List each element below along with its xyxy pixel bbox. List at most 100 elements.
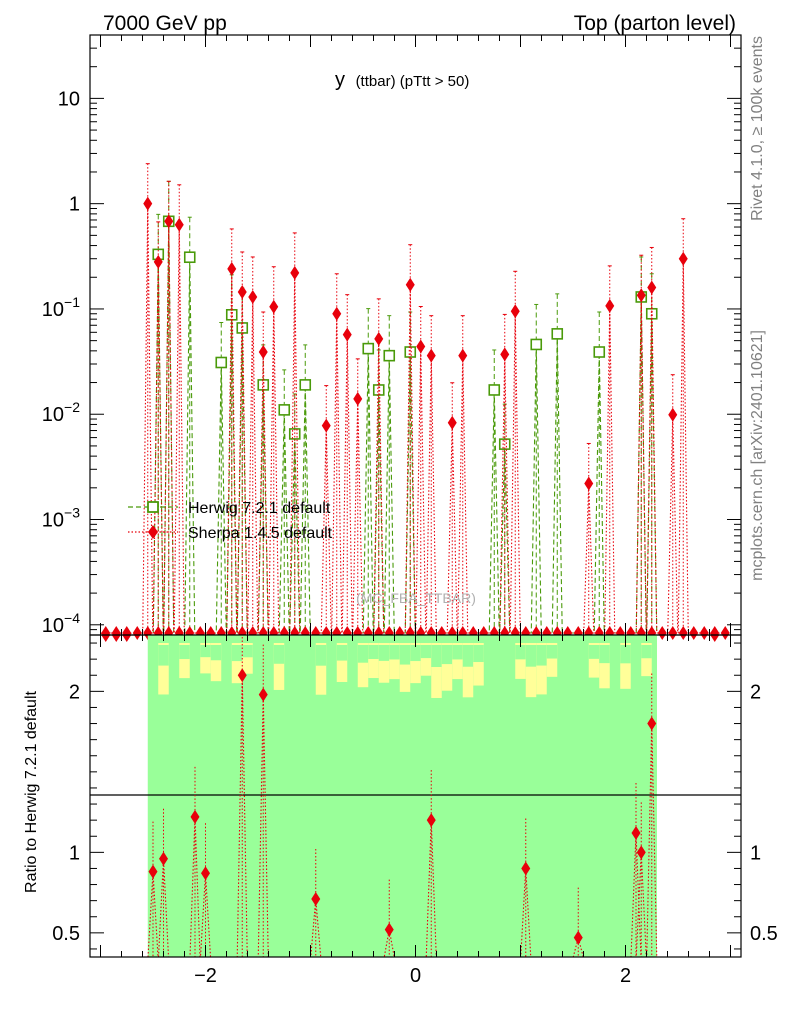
ratio-stat-band-segment — [231, 645, 243, 662]
legend-sherpa-marker — [148, 525, 158, 539]
sherpa-point — [374, 331, 384, 346]
sherpa-point — [248, 289, 258, 304]
ratio-total-band-segment — [515, 643, 526, 679]
ratio-total-band-segment — [378, 643, 390, 683]
ratio-stat-band-segment — [515, 645, 526, 660]
sherpa-point — [447, 415, 457, 430]
main-ytick-label: 10−3 — [42, 505, 80, 532]
ratio-stat-band-segment — [410, 645, 421, 662]
ratio-ytick-label-right: 0.5 — [750, 923, 778, 945]
main-ytick-label: 10 — [58, 88, 80, 110]
header-right: Top (parton level) — [574, 12, 736, 35]
ratio-ytick-label-left: 2 — [69, 681, 80, 703]
ratio-total-band-segment — [431, 643, 442, 698]
ratio-total-band-segment — [273, 643, 285, 690]
ratio-total-band-segment — [315, 643, 327, 695]
sherpa-floor-point — [122, 626, 132, 640]
ratio-sherpa-point — [148, 864, 158, 879]
sherpa-point — [269, 299, 279, 314]
sherpa-point — [164, 214, 174, 229]
ratio-stat-band-segment — [210, 645, 222, 661]
ratio-total-band-segment — [641, 643, 652, 677]
ratio-sherpa-point — [426, 813, 436, 828]
sherpa-floor-point — [689, 626, 699, 640]
herwig-point — [530, 338, 543, 351]
sherpa-point — [678, 251, 688, 266]
ratio-ytick-label-left: 1 — [69, 842, 80, 864]
ratio-ytick-label-right: 2 — [750, 681, 761, 703]
ratio-ytick-label-left: 0.5 — [52, 923, 80, 945]
ratio-sherpa-point — [521, 861, 531, 876]
ratio-stat-band-segment — [441, 645, 453, 665]
ratio-ytick-label-right: 1 — [750, 842, 761, 864]
main-ytick-label: 1 — [69, 194, 80, 216]
ratio-sherpa-point — [573, 930, 583, 945]
ratio-stat-band-segment — [200, 645, 211, 658]
ratio-stat-band-segment — [179, 645, 190, 660]
ratio-sherpa-point — [258, 687, 268, 702]
herwig-point — [215, 356, 228, 369]
ratio-total-band-segment — [179, 643, 190, 679]
herwig-point — [278, 404, 291, 416]
ratio-ylabel: Ratio to Herwig 7.2.1 default — [23, 691, 40, 893]
ratio-stat-band-segment — [420, 645, 432, 659]
herwig-point — [593, 346, 606, 358]
ratio-total-band-segment — [620, 643, 631, 689]
sherpa-point — [605, 298, 615, 313]
sherpa-point — [416, 339, 426, 354]
ratio-total-band-segment — [536, 643, 547, 695]
ratio-sherpa-point — [631, 826, 641, 841]
ratio-sherpa-point — [237, 668, 247, 683]
ratio-stat-band-segment — [536, 645, 547, 666]
main-panel: 10 1 10−1 10−2 10−3 10−4 y (ttbar) (pTtt > 50… — [42, 34, 742, 642]
ratio-total-band-segment — [473, 643, 484, 686]
ratio-stat-band-segment — [368, 645, 379, 660]
ratio-sherpa-point — [636, 845, 646, 860]
sherpa-point — [290, 265, 300, 280]
ratio-total-band-segment — [200, 643, 211, 674]
sherpa-floor-point — [720, 626, 730, 640]
ratio-total-band-segment — [357, 643, 369, 688]
sherpa-point — [227, 261, 237, 276]
herwig-point — [551, 328, 564, 340]
sherpa-floor-point — [668, 626, 678, 640]
sherpa-point — [405, 277, 415, 292]
legend-entry-sherpa: Sherpa 1.4.5 default — [128, 525, 333, 542]
ratio-total-band-segment — [389, 643, 400, 680]
ratio-total-band-segment — [452, 643, 463, 680]
ratio-stat-band-segment — [599, 645, 610, 664]
sherpa-point — [510, 304, 520, 319]
ratio-stat-band-segment — [473, 645, 484, 663]
herwig-point — [488, 384, 501, 396]
sherpa-point — [332, 306, 342, 321]
herwig-point — [225, 308, 238, 321]
ratio-total-band-segment — [410, 643, 421, 684]
ratio-total-band-segment — [599, 643, 610, 689]
legend-entry-herwig: Herwig 7.2.1 default — [128, 500, 331, 517]
herwig-point — [383, 349, 396, 362]
sherpa-floor-point — [678, 626, 688, 640]
plot-title-main: y — [335, 69, 345, 91]
sherpa-floor-point — [699, 626, 709, 640]
ratio-stat-band-segment — [399, 645, 411, 665]
ratio-sherpa-point — [159, 851, 168, 866]
ratio-total-band-segment — [336, 643, 348, 682]
ratio-stat-band-segment — [452, 645, 463, 660]
sherpa-point — [153, 254, 163, 269]
legend: Herwig 7.2.1 default Sherpa 1.4.5 defaul… — [128, 500, 333, 542]
ratio-sherpa-point — [384, 922, 394, 937]
ratio-sherpa-point — [190, 809, 200, 824]
ratio-total-band-segment — [420, 643, 432, 676]
herwig-point — [183, 251, 196, 264]
ratio-stat-band-segment — [158, 645, 169, 666]
ratio-xtick-label: 0 — [410, 965, 421, 987]
herwig-point — [299, 379, 312, 391]
ratio-stat-band-segment — [273, 645, 285, 664]
sherpa-floor-point — [111, 626, 121, 640]
ratio-total-band-segment — [441, 643, 453, 691]
rivet-label: Rivet 4.1.0, ≥ 100k events — [749, 36, 766, 221]
ratio-stat-band-segment — [315, 645, 327, 666]
ratio-stat-band-segment — [389, 645, 400, 660]
sherpa-point — [636, 288, 646, 303]
